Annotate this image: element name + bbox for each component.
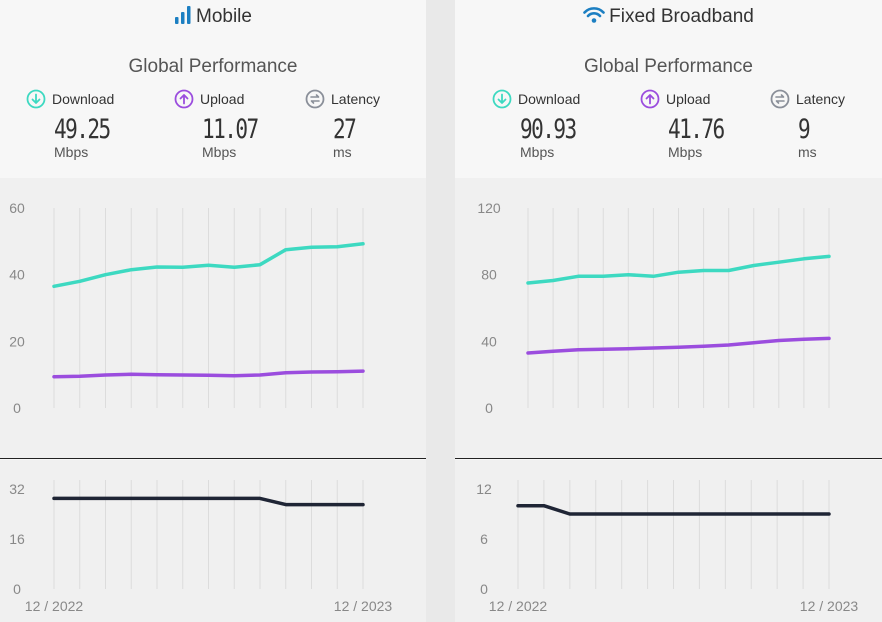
y-tick-label: 32 (9, 481, 25, 497)
series-line-upload (52, 369, 365, 379)
metric-value: 90.93 (520, 114, 577, 145)
download-metric: Download 49.25 Mbps (26, 88, 166, 160)
metric-unit: Mbps (54, 144, 89, 160)
metric-value: 9 (798, 114, 811, 145)
panel-title: Mobile (0, 6, 426, 28)
y-tick-label: 0 (13, 581, 21, 597)
panel-title-text: Fixed Broadband (609, 6, 754, 27)
upload-icon (640, 89, 660, 109)
upload-metric: Upload 41.76 Mbps (640, 88, 780, 160)
panel-title: Fixed Broadband (455, 6, 882, 28)
chart-divider (0, 458, 426, 459)
metric-unit: Mbps (668, 144, 703, 160)
y-tick-label: 40 (9, 267, 25, 283)
speed-chart-background (0, 178, 426, 458)
latency-icon (770, 89, 790, 109)
y-tick-label: 60 (9, 200, 25, 216)
y-tick-label: 20 (9, 333, 25, 349)
series-line-download (52, 242, 365, 289)
latency-chart-background (0, 460, 426, 622)
latency-metric: Latency 9 ms (770, 88, 882, 160)
series-line-download (526, 254, 831, 285)
y-tick-label: 6 (480, 531, 488, 547)
metric-unit: ms (333, 144, 352, 160)
panel-subtitle: Global Performance (584, 56, 753, 77)
metric-label: Latency (796, 91, 846, 107)
mobile-panel: Mobile Global Performance Download 49.25… (0, 0, 426, 622)
metric-unit: Mbps (520, 144, 555, 160)
latency-chart-background (455, 460, 882, 622)
metric-label: Download (52, 91, 115, 107)
metric-unit: ms (798, 144, 817, 160)
mobile-charts: 0 20 40 60 0 16 32 12 / 2022 12 / 2023 (9, 200, 393, 614)
x-tick-label: 12 / 2023 (800, 598, 859, 614)
metric-value: 11.07 (202, 114, 259, 145)
metric-label: Latency (331, 91, 381, 107)
panel-subtitle: Global Performance (128, 56, 298, 77)
latency-metric: Latency 27 ms (305, 88, 426, 160)
metric-label: Upload (666, 91, 711, 107)
series-line-latency (516, 503, 831, 516)
latency-icon (305, 89, 325, 109)
metric-label: Download (518, 91, 581, 107)
fixed-broadband-charts: 0 40 80 120 0 6 12 12 / 2022 12 / 2023 (476, 200, 859, 614)
upload-metric: Upload 11.07 Mbps (174, 88, 314, 160)
y-tick-label: 120 (477, 200, 501, 216)
y-tick-label: 16 (9, 531, 25, 547)
download-icon (492, 89, 512, 109)
cellular-signal-icon (175, 6, 191, 24)
series-line-upload (526, 336, 831, 355)
chart-divider (455, 458, 882, 459)
metric-label: Upload (200, 91, 245, 107)
y-tick-label: 12 (476, 481, 492, 497)
x-tick-label: 12 / 2022 (489, 598, 548, 614)
y-tick-label: 0 (485, 400, 493, 416)
metric-unit: Mbps (202, 144, 237, 160)
download-icon (26, 89, 46, 109)
wifi-icon (583, 7, 605, 23)
y-tick-label: 0 (13, 400, 21, 416)
y-tick-label: 40 (481, 333, 497, 349)
upload-icon (174, 89, 194, 109)
download-metric: Download 90.93 Mbps (492, 88, 632, 160)
fixed-broadband-panel: Fixed Broadband Global Performance Downl… (455, 0, 882, 622)
y-tick-label: 0 (480, 581, 488, 597)
speed-chart-background (455, 178, 882, 458)
x-tick-label: 12 / 2023 (334, 598, 393, 614)
series-line-latency (52, 496, 365, 507)
metric-value: 27 (333, 114, 357, 145)
metric-value: 49.25 (54, 114, 111, 145)
y-tick-label: 80 (481, 267, 497, 283)
metric-value: 41.76 (668, 114, 725, 145)
panel-title-text: Mobile (196, 6, 252, 27)
x-tick-label: 12 / 2022 (25, 598, 84, 614)
